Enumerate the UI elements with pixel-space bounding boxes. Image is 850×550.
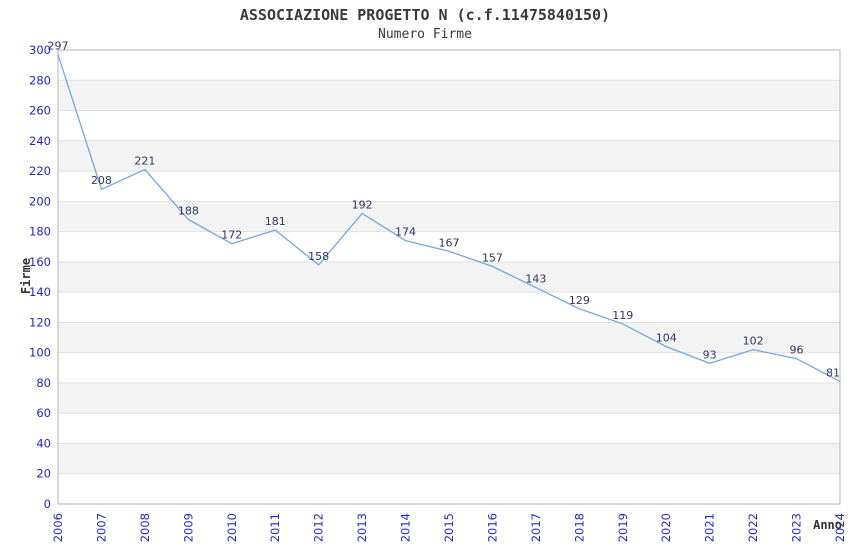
y-tick-label: 40 (36, 436, 51, 450)
y-tick-label: 60 (36, 406, 51, 420)
plot-band (58, 261, 840, 293)
data-point-label: 102 (743, 335, 764, 348)
data-line (57, 54, 841, 382)
data-point-label: 174 (395, 226, 416, 239)
plot-border (57, 49, 841, 505)
x-tick-label: 2009 (181, 513, 195, 542)
x-tick-label: 2022 (746, 513, 760, 542)
chart-subtitle: Numero Firme (378, 27, 472, 42)
x-tick-label: 2007 (94, 513, 108, 542)
y-tick-label: 80 (36, 376, 51, 390)
x-tick-label: 2015 (442, 513, 456, 542)
y-tick-label: 260 (29, 104, 51, 118)
x-tick-label: 2020 (659, 513, 673, 542)
y-tick-label: 180 (29, 225, 51, 239)
x-tick-label: 2010 (225, 513, 239, 542)
x-tick-label: 2013 (355, 513, 369, 542)
chart-title: ASSOCIAZIONE PROGETTO N (c.f.11475840150… (239, 6, 611, 24)
x-tick-label: 2016 (485, 513, 499, 542)
data-point-label: 181 (265, 215, 286, 228)
plot-band (58, 140, 840, 172)
x-tick-label: 2008 (138, 513, 152, 542)
y-tick-label: 140 (29, 285, 51, 299)
data-point-label: 172 (221, 229, 242, 242)
data-point-label: 157 (482, 251, 503, 264)
x-tick-label: 2006 (51, 513, 65, 542)
y-tick-label: 100 (29, 346, 51, 360)
plot-band (58, 382, 840, 414)
y-tick-label: 240 (29, 134, 51, 148)
x-tick-label: 2014 (399, 513, 413, 542)
x-tick-label: 2017 (529, 513, 543, 542)
plot-band (58, 201, 840, 232)
data-point-label: 192 (352, 198, 373, 211)
y-tick-label: 20 (36, 467, 51, 481)
data-point-label: 81 (826, 366, 840, 379)
plot-band (58, 443, 840, 474)
data-point-label: 96 (790, 344, 804, 357)
y-tick-label: 0 (44, 497, 51, 511)
data-point-label: 221 (134, 155, 155, 168)
x-tick-label: 2011 (268, 513, 282, 542)
x-tick-label: 2018 (572, 513, 586, 542)
data-point-label: 143 (525, 273, 546, 286)
x-tick-label: 2023 (790, 513, 804, 542)
x-tick-label: 2019 (616, 513, 630, 542)
x-tick-label: 2012 (312, 513, 326, 542)
data-point-label: 119 (612, 309, 633, 322)
data-point-label: 167 (439, 236, 460, 249)
y-tick-label: 200 (29, 194, 51, 208)
y-tick-label: 280 (29, 73, 51, 87)
y-tick-label: 120 (29, 315, 51, 329)
plot-band (58, 80, 840, 111)
data-point-label: 208 (91, 174, 112, 187)
data-point-label: 129 (569, 294, 590, 307)
y-tick-label: 300 (29, 43, 51, 57)
x-axis-label: Anno (813, 518, 842, 532)
y-tick-label: 220 (29, 164, 51, 178)
x-tick-label: 2024 (833, 513, 847, 542)
data-point-label: 93 (703, 348, 717, 361)
y-tick-label: 160 (29, 255, 51, 269)
data-point-label: 104 (656, 332, 677, 345)
data-point-label: 188 (178, 204, 199, 217)
data-point-label: 297 (48, 40, 69, 53)
x-tick-label: 2021 (703, 513, 717, 542)
data-point-label: 158 (308, 250, 329, 263)
plot-band (58, 322, 840, 353)
